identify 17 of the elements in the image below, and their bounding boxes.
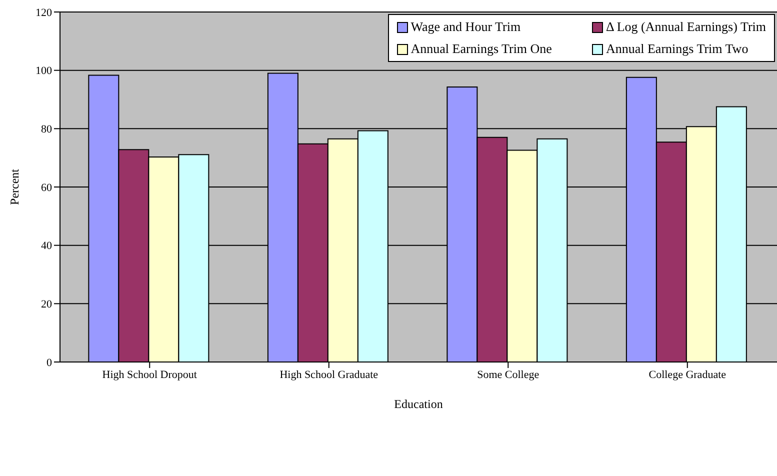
y-tick-label: 20: [41, 298, 52, 311]
y-tick-label: 40: [41, 240, 52, 252]
y-tick-label: 0: [46, 356, 52, 369]
y-tick-label: 80: [41, 124, 52, 136]
x-axis-title: Education: [394, 397, 443, 411]
y-tick-label: 100: [36, 65, 52, 78]
x-tick-label: Some College: [477, 368, 540, 381]
legend-label: Annual Earnings Trim Two: [606, 41, 748, 57]
legend-label: Wage and Hour Trim: [410, 19, 521, 35]
legend-label: Δ Log (Annual Earnings) Trim: [606, 19, 766, 35]
x-tick-label: High School Dropout: [102, 368, 197, 381]
x-tick-label: High School Graduate: [280, 368, 378, 381]
x-tick-label: College Graduate: [648, 368, 726, 381]
legend-label: Annual Earnings Trim One: [410, 41, 552, 57]
y-axis-title: Percent: [7, 168, 22, 205]
y-tick-label: 60: [41, 182, 52, 194]
y-tick-label: 120: [36, 6, 52, 19]
